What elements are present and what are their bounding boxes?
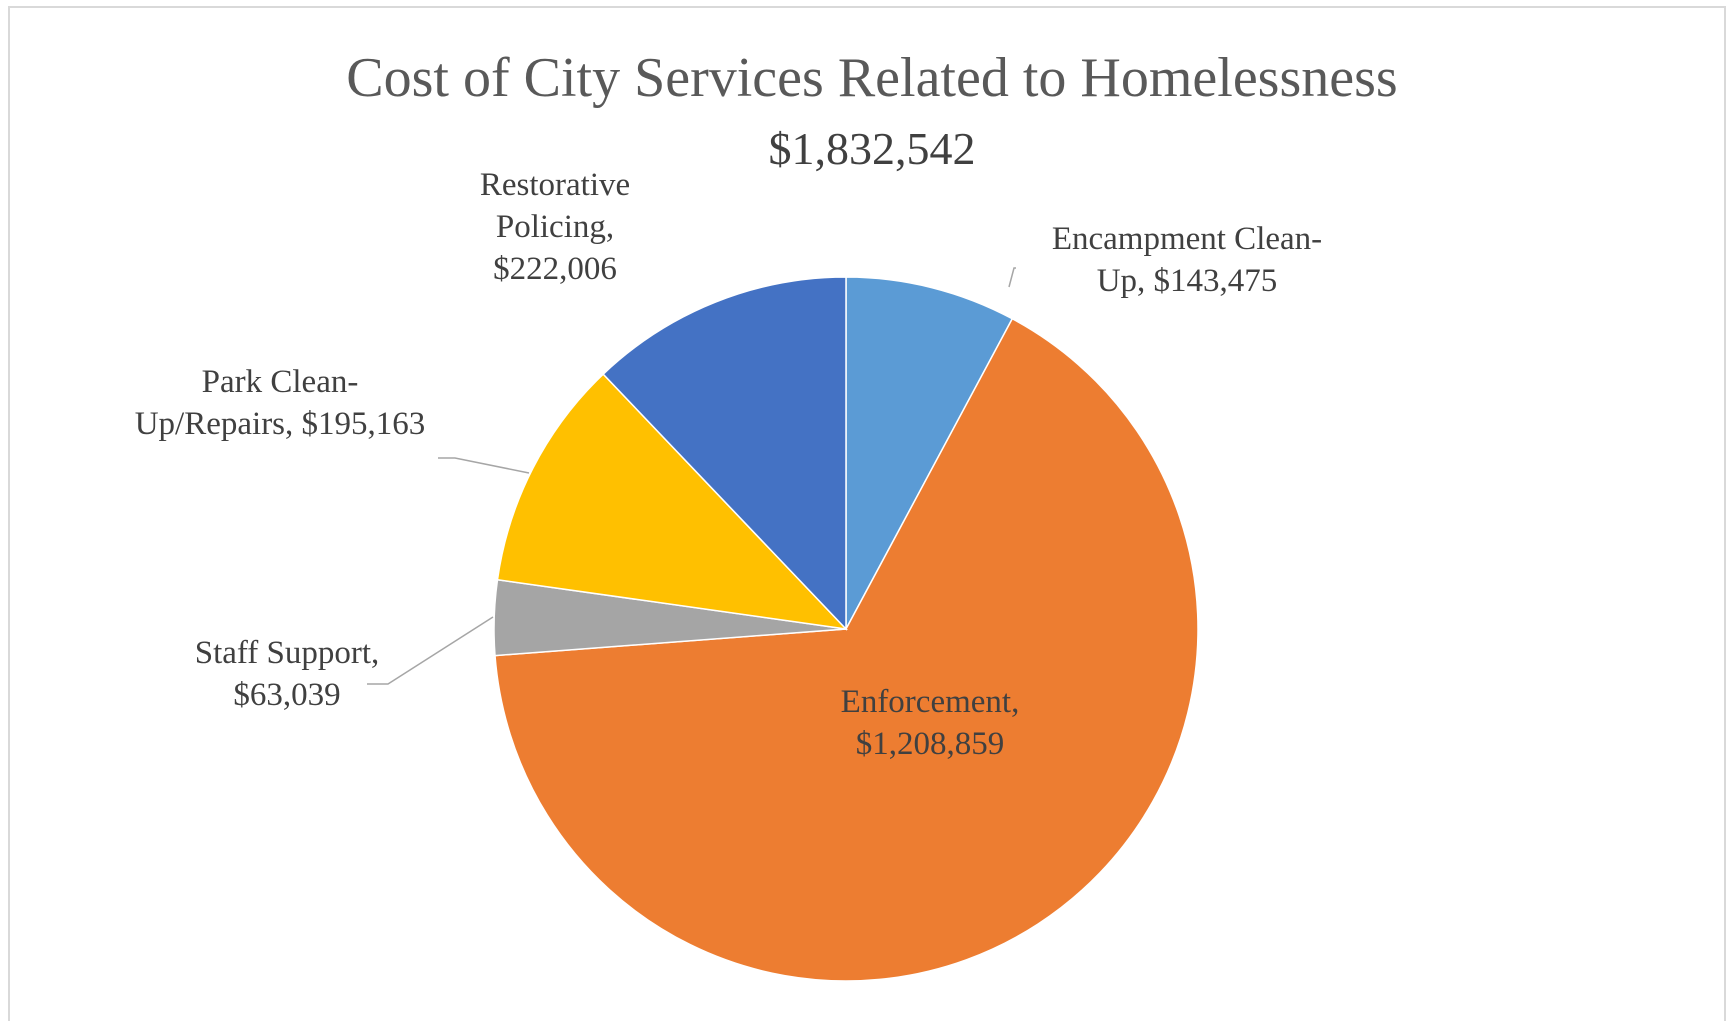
data-label-line: Policing, <box>496 209 614 245</box>
chart-title: Cost of City Services Related to Homeles… <box>346 47 1397 109</box>
data-label-line: Staff Support, <box>195 635 380 671</box>
leader-line-park-clean-up-repairs <box>438 457 530 474</box>
chart-subtitle: $1,832,542 <box>769 123 976 174</box>
data-labels: Encampment Clean- Up, $143,475 Enforcement… <box>135 167 1322 762</box>
data-label-park-clean-up-repairs: Park Clean- Up/Repairs, $195,163 <box>135 364 426 442</box>
data-label-staff-support: Staff Support, $63,039 <box>195 635 380 713</box>
data-label-line: Enforcement, <box>841 684 1020 720</box>
data-label-line: $1,208,859 <box>856 726 1005 762</box>
leader-line-encampment-clean-up <box>1008 267 1016 288</box>
pie-slices <box>493 276 1199 982</box>
data-label-line: Up/Repairs, $195,163 <box>135 406 426 442</box>
leader-line-staff-support <box>367 616 494 685</box>
pie-slice-enforcement <box>494 317 1199 982</box>
data-label-line: Park Clean- <box>202 364 359 400</box>
data-label-encampment-clean-up: Encampment Clean- Up, $143,475 <box>1052 221 1322 299</box>
data-label-line: $222,006 <box>493 251 617 287</box>
pie-slice-park-clean-up-repairs <box>496 373 849 631</box>
data-label-line: Encampment Clean- <box>1052 221 1322 257</box>
pie-slice-encampment-clean-up <box>845 276 1014 630</box>
data-label-line: $63,039 <box>233 677 340 713</box>
data-label-line: Restorative <box>480 167 630 203</box>
leader-lines <box>367 267 1016 685</box>
pie-slice-restorative-policing <box>602 276 847 631</box>
data-label-enforcement: Enforcement, $1,208,859 <box>841 684 1020 762</box>
data-label-restorative-policing: Restorative Policing, $222,006 <box>480 167 630 287</box>
data-label-line: Up, $143,475 <box>1097 263 1278 299</box>
